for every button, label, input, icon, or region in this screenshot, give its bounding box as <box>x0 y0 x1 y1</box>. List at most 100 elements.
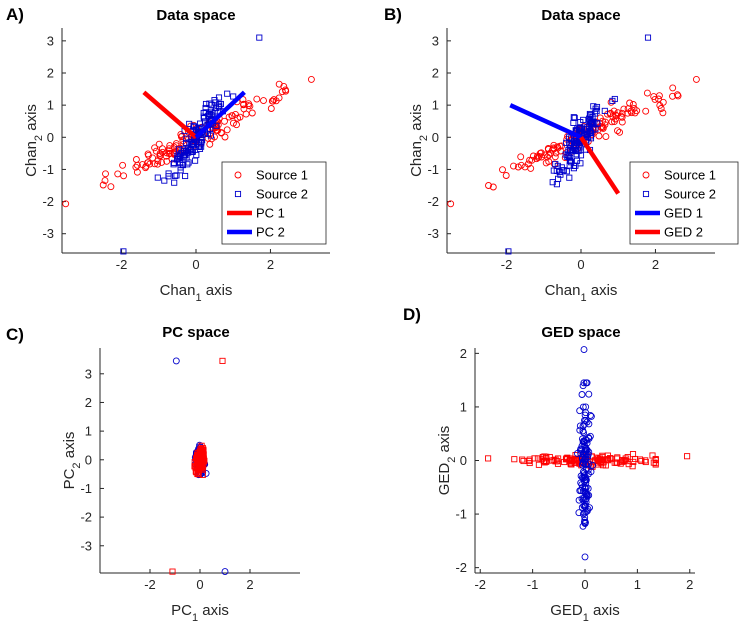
scatter-point <box>581 416 588 424</box>
scatter-point-outlier <box>644 34 652 41</box>
scatter-point <box>587 130 594 137</box>
scatter-point <box>586 432 594 440</box>
scatter-point <box>534 455 541 462</box>
scatter-point <box>586 117 593 124</box>
panel-c-x-tick-label: 2 <box>246 577 253 592</box>
scatter-point <box>570 165 577 172</box>
panel-c-y-tick-label: -2 <box>80 510 92 525</box>
scatter-point <box>543 457 550 465</box>
scatter-point <box>569 146 576 154</box>
panel-b-x-label: Chan1 axis <box>545 282 618 304</box>
scatter-point <box>578 481 586 489</box>
scatter-point <box>550 141 558 149</box>
scatter-point <box>175 153 182 160</box>
scatter-point <box>565 153 572 160</box>
scatter-point <box>535 461 542 468</box>
scatter-point <box>563 168 570 175</box>
scatter-point <box>629 463 636 470</box>
panel-a-title: Data space <box>156 7 235 24</box>
scatter-point <box>542 159 550 167</box>
scatter-point <box>558 164 565 171</box>
panel-b-x-tick-label: -2 <box>501 257 513 272</box>
scatter-point <box>602 133 610 141</box>
scatter-point <box>581 484 589 492</box>
scatter-point <box>166 142 174 150</box>
scatter-point <box>593 108 600 115</box>
scatter-point <box>580 379 588 387</box>
panel-a-x-tick-label: 0 <box>192 257 199 272</box>
panel-d-series-2 <box>573 346 597 561</box>
scatter-point <box>673 91 681 99</box>
scatter-point <box>571 459 578 466</box>
scatter-point <box>170 149 178 156</box>
scatter-point <box>202 469 210 477</box>
panel-c-y-tick-label: 3 <box>85 366 92 381</box>
panel-a-y-tick-label: -2 <box>42 194 54 209</box>
scatter-point <box>576 407 584 415</box>
scatter-point <box>586 504 593 512</box>
scatter-point <box>618 457 626 464</box>
scatter-point <box>163 149 171 157</box>
panel-a-series-2 <box>120 34 263 255</box>
panel-a-letter: A) <box>6 5 24 24</box>
scatter-point <box>229 119 237 127</box>
scatter-point <box>212 108 219 115</box>
panel-b-x-tick-label: 0 <box>577 257 584 272</box>
scatter-point <box>202 100 210 108</box>
scatter-point <box>642 107 650 115</box>
scatter-point <box>199 451 206 458</box>
scatter-point <box>578 495 586 503</box>
scatter-point <box>580 460 588 467</box>
scatter-point <box>206 111 213 118</box>
panel-b-y-tick-label: -3 <box>427 226 439 241</box>
scatter-point <box>618 109 626 117</box>
scatter-point-outlier <box>580 346 588 354</box>
scatter-point <box>511 456 518 463</box>
scatter-point <box>589 461 597 469</box>
panel-d-y-tick-label: -1 <box>455 507 467 522</box>
scatter-point <box>609 97 616 104</box>
legend-label: Source 1 <box>664 168 716 183</box>
scatter-point <box>216 104 223 111</box>
scatter-point <box>556 168 563 175</box>
scatter-point <box>614 109 622 117</box>
panel-d-y-tick-label: 2 <box>460 346 467 361</box>
scatter-point <box>520 457 527 465</box>
panel-a-legend: Source 1 Source 2 PC 1 PC 2 <box>221 161 327 245</box>
scatter-point <box>599 124 607 132</box>
scatter-point <box>193 459 200 466</box>
scatter-point <box>228 112 236 120</box>
scatter-point <box>192 468 199 475</box>
scatter-point <box>248 109 256 117</box>
panel-b-title: Data space <box>541 7 620 24</box>
scatter-point <box>595 457 602 465</box>
panel-a-x-tick-label: -2 <box>116 257 128 272</box>
scatter-point-outlier <box>692 75 700 83</box>
legend-label: GED 1 <box>664 206 703 221</box>
scatter-point <box>555 175 562 182</box>
scatter-point <box>579 427 587 435</box>
scatter-point <box>146 160 154 168</box>
scatter-point <box>629 101 637 108</box>
scatter-point <box>669 84 677 92</box>
scatter-point <box>519 456 526 463</box>
scatter-point <box>528 156 536 164</box>
scatter-point <box>202 109 209 116</box>
scatter-point <box>179 146 186 153</box>
scatter-point <box>579 382 587 390</box>
scatter-point <box>544 145 552 152</box>
scatter-point <box>587 111 594 119</box>
scatter-point <box>614 127 621 135</box>
scatter-point <box>585 390 593 398</box>
scatter-point <box>577 479 585 487</box>
panel-a-y-tick-label: -3 <box>42 226 54 241</box>
scatter-point <box>119 161 127 169</box>
component-vector-line <box>509 103 582 140</box>
scatter-point <box>643 89 651 97</box>
scatter-point <box>580 116 587 123</box>
scatter-point <box>192 157 199 164</box>
panel-a-y-tick-label: 0 <box>47 130 54 145</box>
scatter-point-outlier <box>684 453 691 460</box>
scatter-point <box>631 109 639 117</box>
scatter-point <box>582 490 590 498</box>
